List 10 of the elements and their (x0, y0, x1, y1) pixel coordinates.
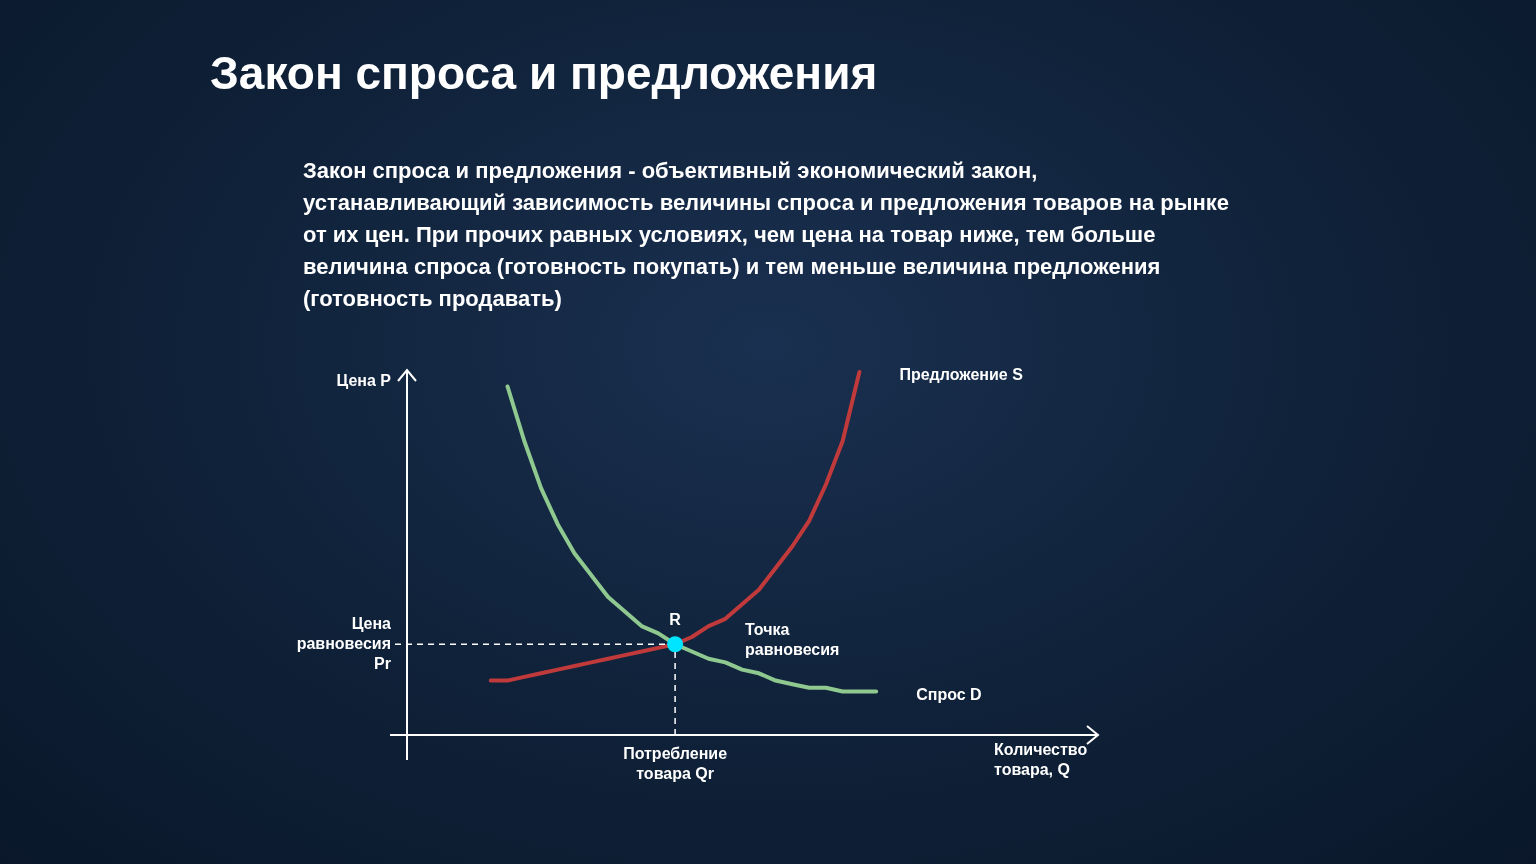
x-axis-title: Количество товара, Q (994, 741, 1088, 779)
text: Спрос D (916, 685, 982, 703)
ref-line-label: Цена равновесия Pr (296, 614, 392, 672)
annotation: R (669, 610, 682, 628)
chart-title: Закон спроса и предложения (210, 46, 878, 100)
text: Предложение S (899, 366, 1024, 384)
y-axis-title: Цена P (336, 372, 392, 390)
text: Потребление товара Qr (623, 745, 728, 783)
chart-subtitle: Закон спроса и предложения - объективный экономический закон, устанавливающий зависимость величины спроса и предложения товаров на рынке от их цен. При прочих равных условиях, чем цена на товар ниже, тем больше величина спроса (готовность покупать) и тем меньше величина предложения (готовность продавать) (303, 157, 1231, 313)
annotation: Точка равновесия (745, 620, 840, 658)
